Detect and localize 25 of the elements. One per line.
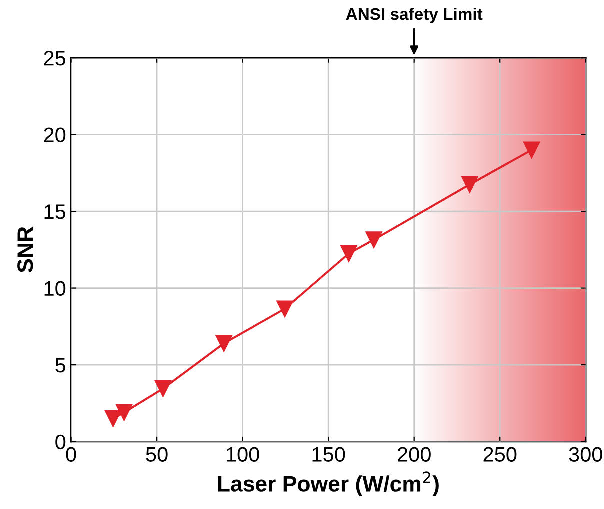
band-label: ANSI safety Limit xyxy=(346,8,483,24)
x-tick-label: 0 xyxy=(66,447,76,462)
point xyxy=(104,410,122,428)
y-tick-label: 10 xyxy=(44,281,66,296)
point xyxy=(366,232,382,248)
x-tick-label: 100 xyxy=(227,447,260,462)
point xyxy=(116,404,133,421)
x-tick-label: 200 xyxy=(398,447,431,462)
point xyxy=(154,380,172,398)
y-tick-label: 0 xyxy=(56,434,66,450)
x-tick-label: 300 xyxy=(569,447,602,462)
point xyxy=(462,176,478,194)
x-tick-label: 150 xyxy=(312,447,346,462)
y-tick-label: 20 xyxy=(44,128,66,143)
x-axis-title: Laser Power (W/cm$^{2}$) xyxy=(218,472,439,496)
point xyxy=(216,335,232,352)
y-tick-label: 15 xyxy=(44,204,66,220)
y-axis-title: SNR xyxy=(18,226,34,273)
y-tick-label: 5 xyxy=(56,358,66,373)
x-tick-label: 50 xyxy=(146,447,168,462)
x-tick-label: 250 xyxy=(484,447,517,462)
y-tick-label: 25 xyxy=(44,51,66,66)
point xyxy=(276,300,294,318)
point xyxy=(524,142,540,158)
point xyxy=(340,245,358,262)
